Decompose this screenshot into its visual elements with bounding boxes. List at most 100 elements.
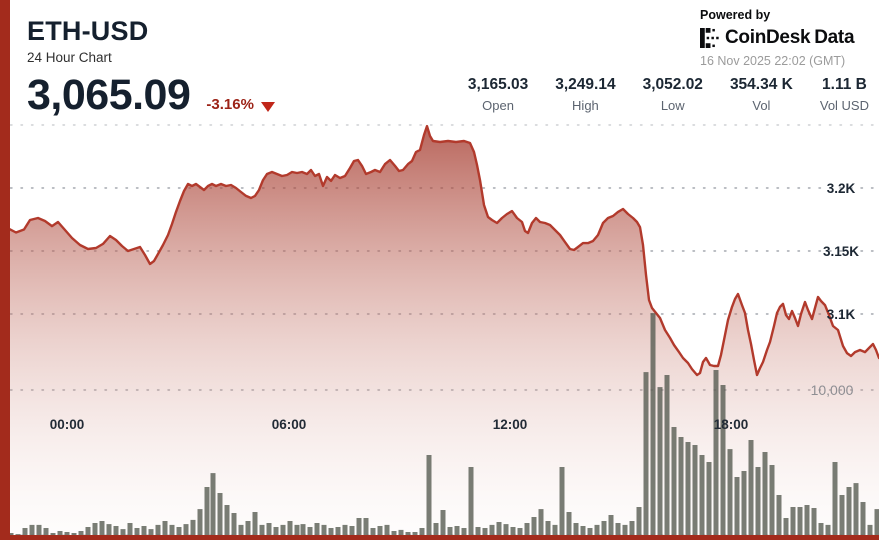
volume-bar — [57, 531, 63, 537]
volume-bar — [99, 521, 105, 537]
volume-bar — [475, 527, 481, 537]
brand-name-data: Data — [814, 27, 855, 48]
volume-bar — [314, 523, 320, 537]
volume-bar — [454, 526, 460, 537]
volume-bar — [622, 524, 628, 537]
x-axis-tick-label: 06:00 — [272, 417, 307, 432]
chart-timestamp: 16 Nov 2025 22:02 (GMT) — [700, 54, 846, 68]
volume-bar — [85, 527, 91, 537]
volume-bar — [741, 471, 747, 537]
volume-bar — [238, 524, 244, 537]
volume-bar — [148, 529, 154, 537]
volume-bar — [566, 512, 572, 537]
coindesk-logo: CoinDesk Data — [700, 27, 878, 49]
volume-bar — [176, 527, 182, 537]
volume-bar — [818, 523, 824, 537]
volume-bar — [650, 313, 656, 537]
volume-bar — [419, 528, 425, 537]
volume-bar — [874, 509, 879, 537]
volume-bar — [678, 437, 684, 537]
volume-bar — [461, 528, 467, 537]
volume-bar — [287, 521, 293, 537]
volume-bar — [92, 523, 98, 537]
stat-vol-label: Vol — [752, 98, 771, 113]
volume-bar — [197, 509, 203, 537]
volume-bar — [259, 524, 265, 537]
volume-bar — [231, 513, 237, 537]
volume-bar — [615, 523, 621, 537]
y-axis-tick-label: 3.15K — [823, 244, 859, 259]
volume-bar — [356, 518, 362, 537]
volume-bar — [503, 524, 509, 537]
volume-bar — [755, 467, 761, 537]
stat-high-label: High — [572, 98, 599, 113]
volume-bar — [496, 522, 502, 537]
volume-bar — [210, 473, 216, 537]
stat-vol-usd-label: Vol USD — [819, 98, 869, 113]
price-row: 3,065.09 -3.16% — [27, 74, 275, 117]
volume-bar — [294, 524, 300, 537]
volume-bar — [447, 527, 453, 537]
volume-axis-tick-label: 10,000 — [811, 382, 854, 398]
price-line — [0, 124, 879, 377]
volume-bar — [811, 508, 817, 537]
volume-bar — [405, 532, 411, 537]
volume-bar — [573, 523, 579, 537]
volume-bar — [384, 524, 390, 537]
volume-bar — [190, 519, 196, 537]
volume-bar — [363, 518, 369, 537]
volume-bar — [328, 528, 334, 537]
volume-bar — [839, 495, 845, 537]
volume-bar — [169, 524, 175, 537]
volume-bar — [853, 483, 859, 537]
volume-bar — [636, 507, 642, 537]
volume-bar — [706, 462, 712, 537]
volume-bar — [113, 526, 119, 537]
volume-bar — [699, 455, 705, 537]
volume-bar — [266, 523, 272, 537]
volume-bar — [22, 528, 28, 537]
y-axis-tick-label: 3.2K — [827, 181, 856, 196]
volume-bar — [545, 521, 551, 537]
volume-bar — [860, 502, 866, 537]
volume-bar — [204, 487, 210, 537]
volume-bar — [594, 524, 600, 537]
volume-bar — [538, 509, 544, 537]
volume-bar — [748, 440, 754, 537]
volume-bar — [797, 507, 803, 537]
volume-bar — [398, 529, 404, 537]
volume-bar — [307, 527, 313, 537]
volume-bar — [685, 442, 691, 537]
stat-vol-usd: 1.11 B Vol USD — [820, 76, 869, 113]
volume-bar — [531, 517, 537, 537]
volume-bar — [510, 527, 516, 537]
volume-bar — [825, 524, 831, 537]
brand-name-coindesk: CoinDesk — [725, 27, 811, 48]
volume-bar — [713, 370, 719, 537]
volume-bar — [804, 505, 810, 537]
volume-bar — [552, 524, 558, 537]
volume-bar — [482, 528, 488, 537]
coindesk-logo-icon — [700, 28, 720, 48]
stat-vol-usd-value: 1.11 B — [822, 76, 867, 93]
volume-bar — [783, 518, 789, 537]
volume-bar — [29, 524, 35, 537]
stat-vol-value: 354.34 K — [729, 76, 793, 93]
volume-bar — [734, 477, 740, 537]
volume-bar — [601, 521, 607, 537]
volume-bar — [440, 510, 446, 537]
volume-bar — [489, 524, 495, 537]
volume-bar — [245, 521, 251, 537]
volume-bar — [335, 527, 341, 537]
volume-bar — [776, 495, 782, 537]
stat-low: 3,052.02 Low — [643, 76, 703, 113]
volume-bar — [43, 528, 49, 537]
stat-low-value: 3,052.02 — [642, 76, 703, 93]
volume-bar — [391, 531, 397, 537]
stat-high: 3,249.14 High — [555, 76, 615, 113]
current-price: 3,065.09 — [27, 71, 191, 119]
volume-bar — [134, 528, 140, 537]
stat-high-value: 3,249.14 — [555, 76, 616, 93]
